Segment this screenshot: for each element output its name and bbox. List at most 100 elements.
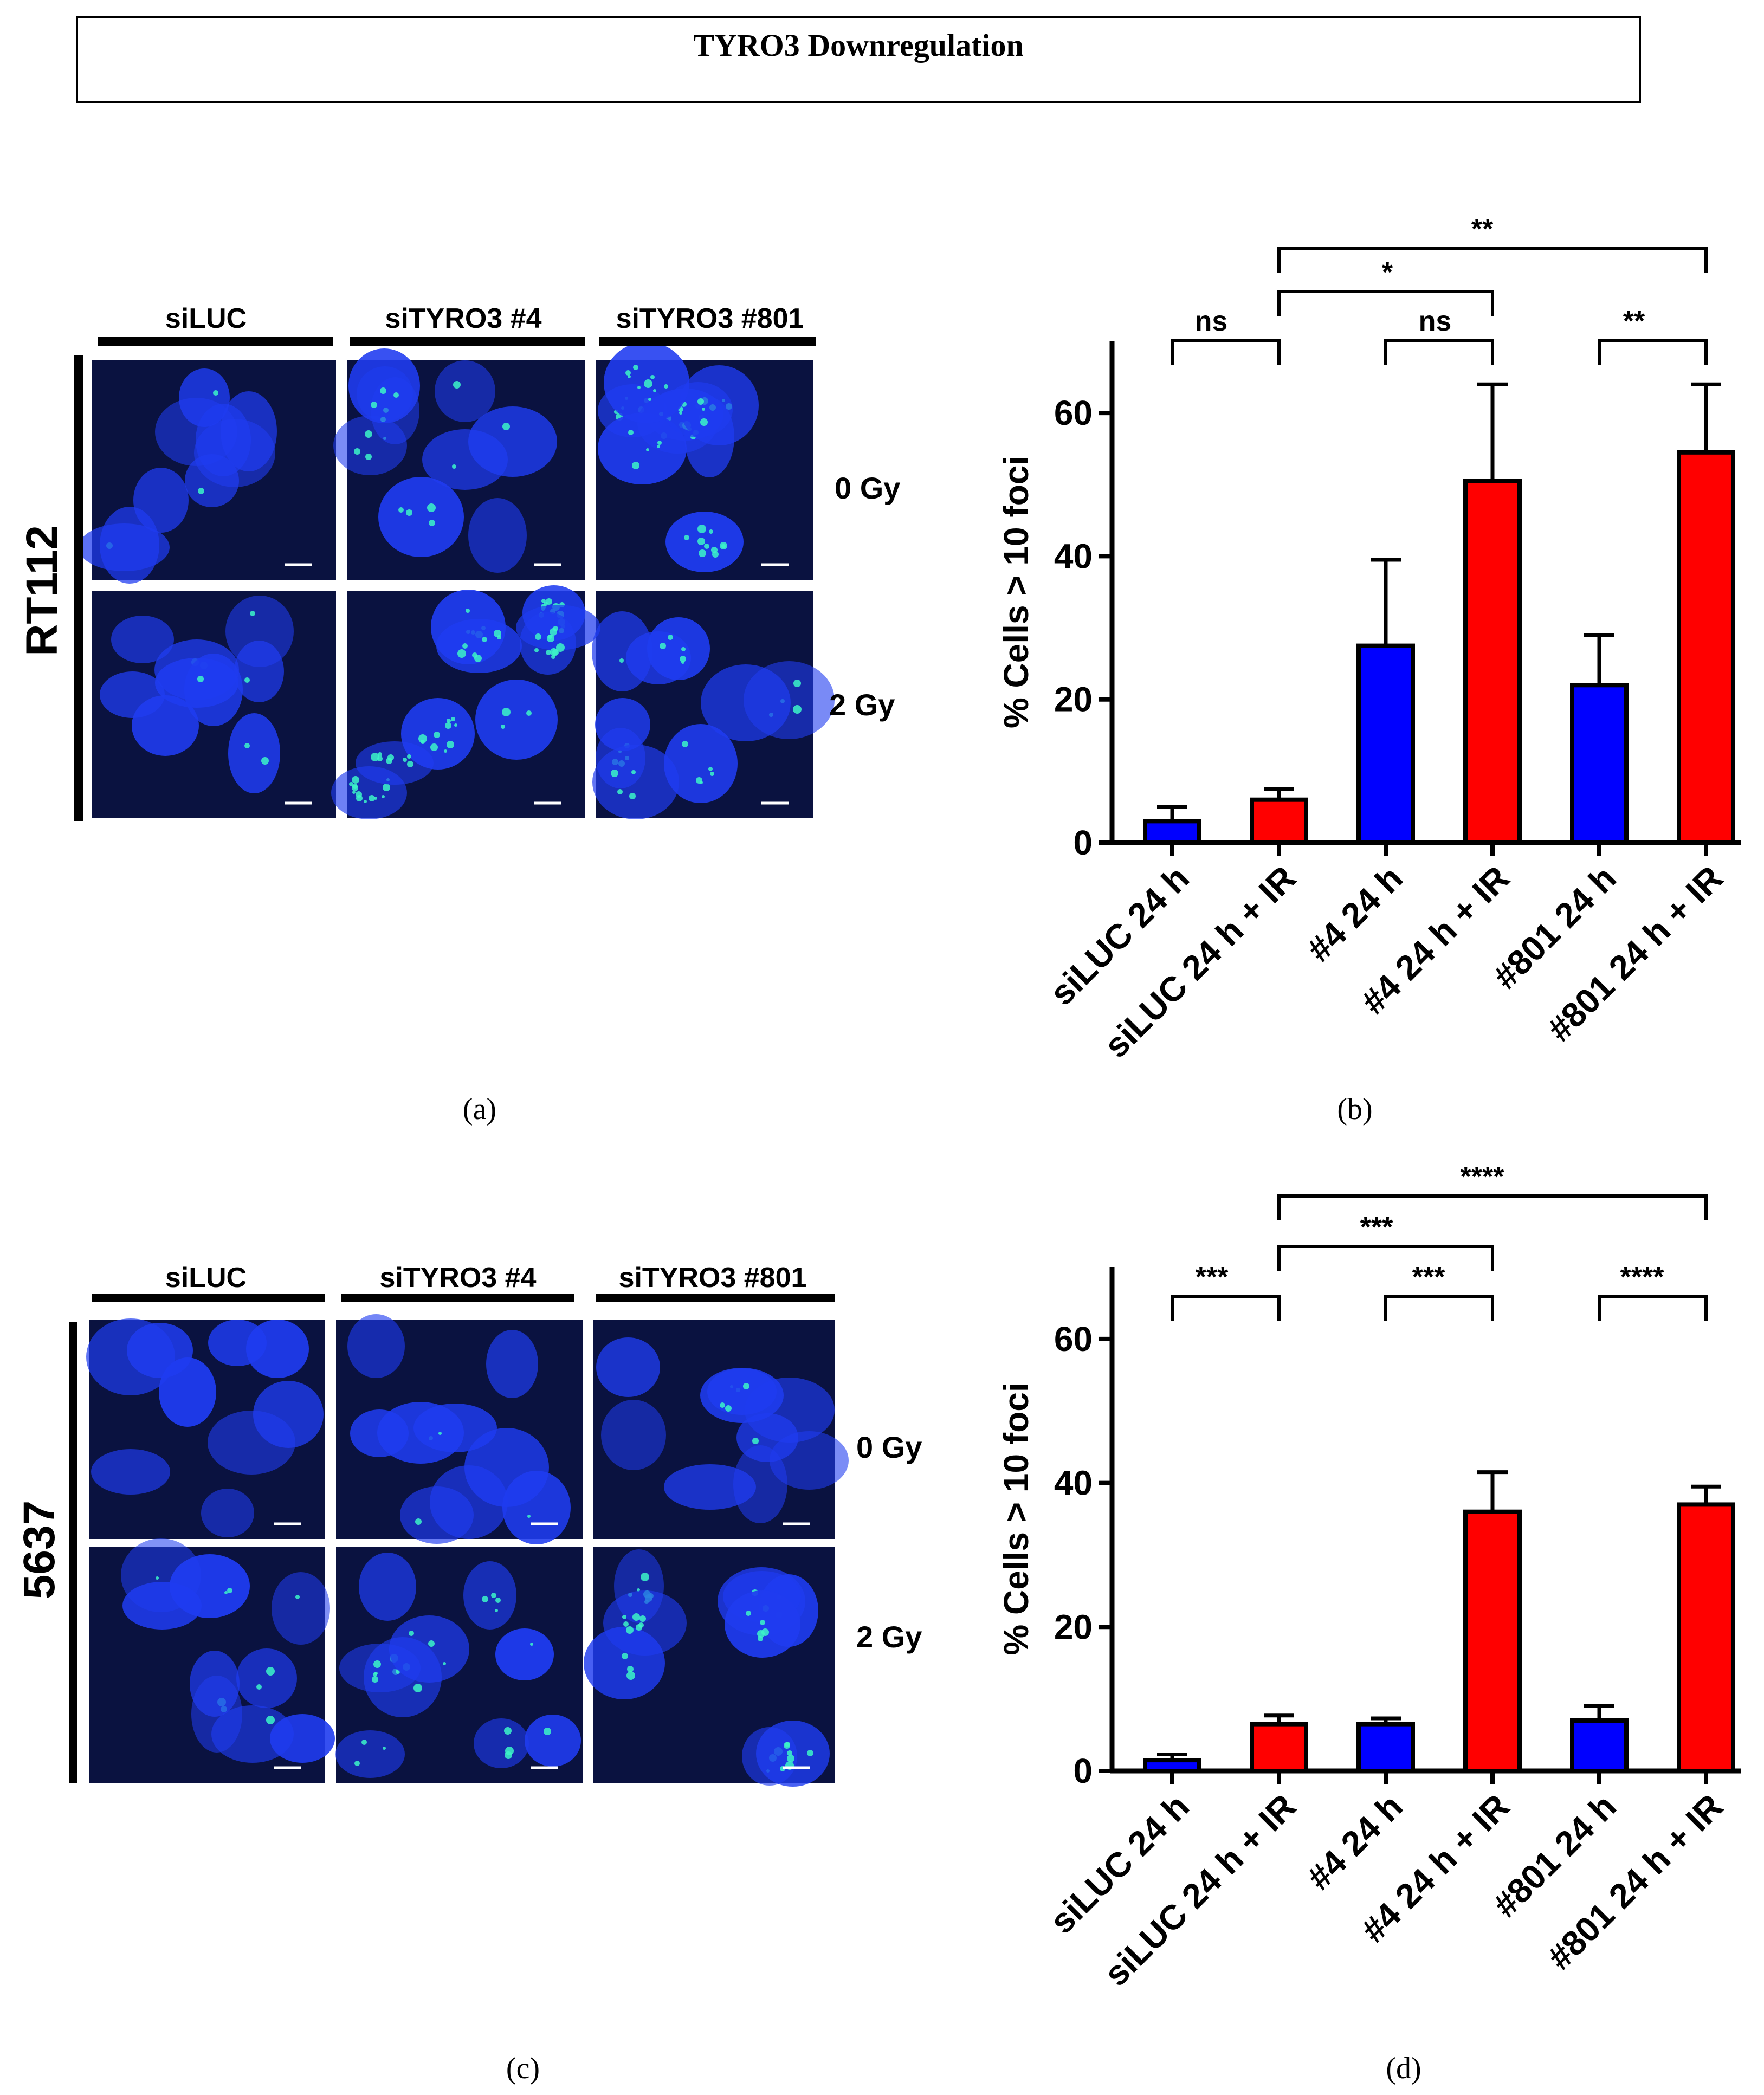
focus-dot — [374, 1672, 378, 1675]
focus-dot — [447, 741, 454, 748]
bar — [1677, 1502, 1735, 1773]
focus-dot — [295, 1595, 300, 1599]
focus-dot — [354, 1761, 360, 1766]
focus-dot — [632, 1613, 640, 1621]
micrograph-grid-c — [86, 1314, 849, 1787]
nucleus — [201, 1489, 254, 1537]
nucleus — [475, 680, 558, 760]
focus-dot — [451, 717, 455, 721]
focus-dot — [349, 782, 353, 786]
focus-dot — [504, 1727, 512, 1735]
significance-bracket — [1277, 247, 1708, 273]
focus-dot — [454, 723, 457, 727]
focus-dot — [680, 656, 686, 662]
dose-label-a-2gy: 2 Gy — [829, 688, 895, 722]
x-tick-label: #4 24 h — [1300, 858, 1410, 969]
focus-dot — [430, 743, 438, 751]
bar — [1356, 1722, 1415, 1773]
nucleus — [91, 1449, 170, 1495]
nucleus — [664, 1464, 756, 1510]
focus-dot — [657, 441, 662, 445]
focus-dot — [551, 655, 555, 659]
focus-dot — [743, 1383, 749, 1389]
column-label-c-sityro3-4: siTYRO3 #4 — [379, 1262, 536, 1294]
focus-dot — [415, 1518, 422, 1525]
row-label-c: 5637 — [15, 1501, 64, 1599]
focus-dot — [668, 635, 673, 640]
focus-dot — [413, 1684, 422, 1692]
bar — [1463, 1509, 1522, 1774]
focus-dot — [787, 1755, 794, 1762]
column-label-a-siluc: siLUC — [165, 303, 247, 334]
focus-dot — [544, 1728, 551, 1735]
nucleus — [701, 664, 791, 741]
bar — [1570, 683, 1629, 845]
focus-dot — [725, 1405, 732, 1412]
significance-bracket — [1171, 1295, 1281, 1321]
significance-label: *** — [1412, 1262, 1445, 1293]
significance-bracket — [1598, 339, 1708, 365]
nucleus — [664, 724, 738, 803]
focus-dot — [256, 1684, 262, 1690]
focus-dot — [679, 411, 682, 415]
nucleus — [111, 616, 174, 663]
y-tick-label: 20 — [1054, 680, 1093, 719]
y-tick-label: 0 — [1073, 1751, 1093, 1790]
focus-dot — [398, 507, 404, 513]
focus-dot — [757, 1630, 765, 1638]
focus-dot — [403, 758, 407, 762]
focus-dot — [682, 741, 688, 747]
focus-dot — [720, 1402, 725, 1408]
significance-label: **** — [1620, 1262, 1665, 1293]
focus-dot — [628, 430, 634, 435]
focus-dot — [452, 464, 456, 469]
nucleus — [356, 741, 434, 785]
nucleus — [159, 1357, 216, 1427]
bar — [1250, 797, 1308, 845]
nucleus — [525, 1715, 581, 1767]
bar — [1356, 643, 1415, 845]
row-label-a: RT112 — [17, 525, 67, 656]
focus-dot — [372, 1676, 378, 1683]
nucleus — [100, 507, 159, 584]
focus-dot — [648, 398, 651, 401]
nucleus — [86, 1318, 175, 1395]
focus-dot — [352, 791, 356, 794]
focus-dot — [664, 384, 668, 389]
focus-dot — [646, 448, 649, 451]
focus-dot — [627, 1666, 634, 1672]
focus-dot — [697, 398, 704, 405]
nucleus — [378, 477, 464, 557]
nucleus — [389, 1615, 469, 1683]
focus-dot — [198, 488, 204, 494]
focus-dot — [382, 795, 385, 798]
focus-dot — [501, 725, 505, 729]
significance-bracket — [1384, 1295, 1494, 1321]
focus-dot — [266, 1716, 275, 1724]
panel-c: siLUC siTYRO3 #4 siTYRO3 #801 5637 0 Gy … — [15, 1262, 922, 2085]
focus-dot — [438, 1432, 442, 1435]
focus-dot — [644, 379, 652, 388]
focus-dot — [626, 1671, 635, 1680]
focus-dot — [374, 797, 377, 800]
focus-dot — [352, 785, 358, 791]
focus-dot — [639, 1615, 646, 1622]
focus-dot — [535, 633, 541, 640]
focus-dot — [697, 525, 706, 533]
nucleus — [463, 1561, 516, 1630]
focus-dot — [447, 719, 451, 723]
focus-dot — [383, 784, 390, 791]
focus-dot — [746, 1611, 751, 1616]
focus-dot — [556, 643, 565, 652]
nucleus — [194, 419, 275, 487]
significance-label: *** — [1196, 1262, 1229, 1293]
significance-bracket — [1384, 339, 1494, 365]
focus-dot — [548, 635, 552, 639]
focus-dot — [752, 1438, 759, 1444]
focus-dot — [371, 753, 379, 761]
focus-dot — [641, 1573, 649, 1581]
y-tick-label: 60 — [1054, 1320, 1093, 1359]
focus-dot — [637, 386, 641, 389]
